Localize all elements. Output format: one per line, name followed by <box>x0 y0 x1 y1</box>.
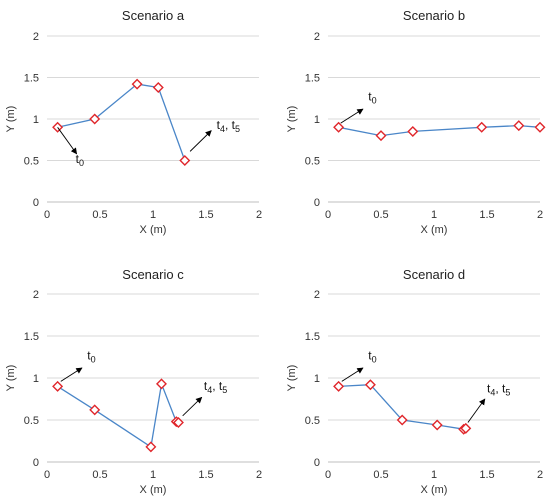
annotation-arrow <box>341 367 364 382</box>
x-axis-label: X (m) <box>421 224 448 236</box>
annotation-label: t4, t5 <box>204 379 227 395</box>
x-tick-label: 0 <box>44 469 50 481</box>
annotation-label: t0 <box>368 90 376 106</box>
annotation-arrow <box>340 108 364 124</box>
data-point <box>476 121 488 133</box>
y-tick-label: 1.5 <box>305 73 320 85</box>
annotation-label: t4, t5 <box>217 118 240 134</box>
y-tick-label: 1 <box>314 373 320 385</box>
annotation-arrow <box>189 130 212 152</box>
annotation-arrow <box>467 398 486 423</box>
data-point <box>52 380 64 392</box>
data-point <box>145 441 157 453</box>
data-point <box>534 121 546 133</box>
y-tick-label: 1.5 <box>24 331 39 343</box>
x-tick-label: 0 <box>44 209 50 221</box>
x-axis-label: X (m) <box>421 484 448 496</box>
y-tick-label: 1.5 <box>305 331 320 343</box>
chart-panel-1: Scenario a 0 0.5 1 1.5 2 0 0.5 1 1.5 2 X (m) Y (m) t0… <box>5 8 262 236</box>
annotation-label: t4, t5 <box>487 381 510 397</box>
y-tick-label: 2 <box>314 31 320 43</box>
y-tick-label: 2 <box>33 289 39 301</box>
data-point <box>155 378 167 390</box>
y-tick-label: 0 <box>33 197 39 209</box>
annotation-label: t0 <box>76 152 84 168</box>
chart-panel-3: Scenario c 0 0.5 1 1.5 2 0 0.5 1 1.5 2 X (m) Y (m) t0… <box>5 267 262 496</box>
x-tick-label: 1 <box>150 469 156 481</box>
y-tick-label: 0.5 <box>24 156 39 168</box>
chart-panel-4: Scenario d 0 0.5 1 1.5 2 0 0.5 1 1.5 2 X (m) Y (m) t0… <box>286 267 543 496</box>
x-tick-label: 1.5 <box>479 469 494 481</box>
x-tick-label: 2 <box>256 469 262 481</box>
data-point <box>152 81 164 93</box>
y-tick-label: 1 <box>33 373 39 385</box>
annotation-label: t0 <box>368 349 376 365</box>
x-tick-label: 0 <box>325 469 331 481</box>
x-tick-label: 0.5 <box>373 469 388 481</box>
y-tick-label: 0 <box>314 197 320 209</box>
data-point <box>172 417 184 429</box>
x-axis-label: X (m) <box>140 224 167 236</box>
y-tick-label: 0.5 <box>305 415 320 427</box>
x-tick-label: 0.5 <box>373 209 388 221</box>
x-tick-label: 1 <box>150 209 156 221</box>
x-tick-label: 1 <box>431 209 437 221</box>
data-point <box>89 113 101 125</box>
y-axis-label: Y (m) <box>5 106 17 133</box>
series-line <box>57 83 186 161</box>
data-point <box>179 155 191 166</box>
annotation-arrow <box>57 127 78 155</box>
annotation-arrow <box>60 367 83 382</box>
x-tick-label: 2 <box>537 209 543 221</box>
y-tick-label: 0.5 <box>305 156 320 168</box>
x-tick-label: 0 <box>325 209 331 221</box>
x-tick-label: 1.5 <box>198 469 213 481</box>
y-axis-label: Y (m) <box>286 365 298 392</box>
x-axis-label: X (m) <box>140 484 167 496</box>
x-tick-label: 2 <box>256 209 262 221</box>
x-tick-label: 0.5 <box>92 209 107 221</box>
y-tick-label: 1.5 <box>24 73 39 85</box>
x-tick-label: 1 <box>431 469 437 481</box>
chart-title: Scenario d <box>403 267 465 282</box>
data-point <box>431 419 443 431</box>
x-tick-label: 1.5 <box>479 209 494 221</box>
y-tick-label: 0 <box>314 457 320 469</box>
series-line <box>338 124 541 137</box>
chart-panel-2: Scenario b 0 0.5 1 1.5 2 0 0.5 1 1.5 2 X (m) Y (m) t0 <box>286 8 546 236</box>
y-tick-label: 2 <box>33 31 39 43</box>
y-tick-label: 1 <box>314 114 320 126</box>
x-tick-label: 2 <box>537 469 543 481</box>
data-point <box>407 125 419 137</box>
data-point <box>131 78 143 90</box>
data-point <box>333 121 345 133</box>
x-tick-label: 1.5 <box>198 209 213 221</box>
y-tick-label: 2 <box>314 289 320 301</box>
x-tick-label: 0.5 <box>92 469 107 481</box>
data-point <box>333 380 345 392</box>
data-point <box>396 414 408 426</box>
chart-title: Scenario b <box>403 8 465 23</box>
data-point <box>460 422 472 434</box>
chart-title: Scenario c <box>122 267 184 282</box>
data-point <box>89 404 101 416</box>
y-tick-label: 1 <box>33 114 39 126</box>
y-tick-label: 0 <box>33 457 39 469</box>
data-point <box>364 379 376 391</box>
annotation-label: t0 <box>87 349 95 365</box>
y-tick-label: 0.5 <box>24 415 39 427</box>
y-axis-label: Y (m) <box>5 365 17 392</box>
data-point <box>513 120 525 132</box>
data-point <box>375 130 387 142</box>
series-line <box>57 381 179 448</box>
chart-title: Scenario a <box>122 8 185 23</box>
y-axis-label: Y (m) <box>286 106 298 133</box>
annotation-arrow <box>182 396 203 417</box>
